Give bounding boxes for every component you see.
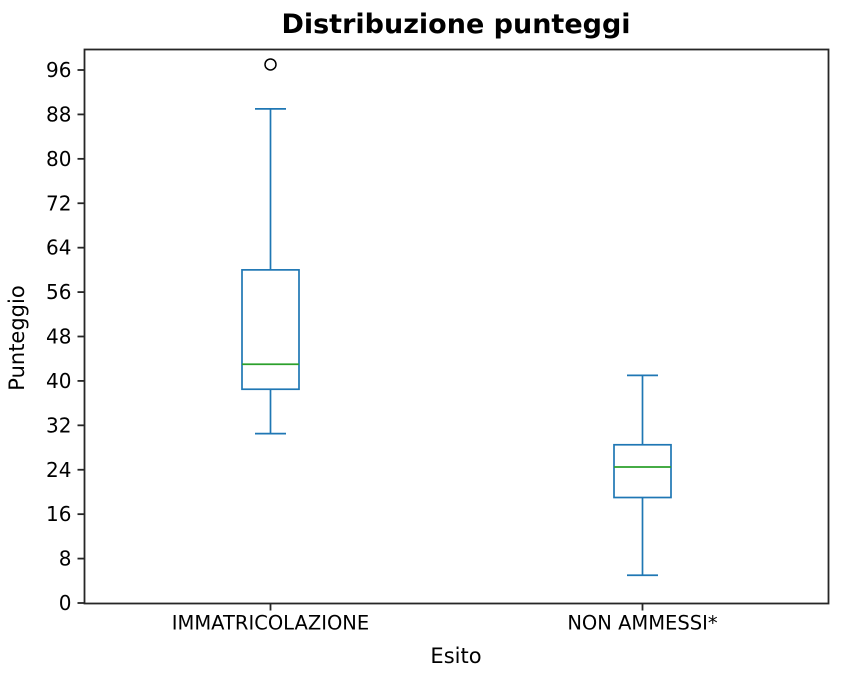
y-tick-label: 80 (46, 147, 71, 171)
iqr-box (613, 443, 672, 499)
y-tick-label: 24 (46, 458, 71, 482)
y-tick-label: 88 (46, 102, 71, 126)
x-tick-label: NON AMMESSI* (567, 612, 718, 635)
y-tick-label: 48 (46, 325, 71, 349)
y-axis-label: Punteggio (5, 285, 29, 391)
y-tick-label: 72 (46, 191, 71, 215)
y-tick-label: 64 (46, 236, 71, 260)
y-tick-label: 56 (46, 280, 71, 304)
outlier-marker (264, 58, 277, 71)
chart-title: Distribuzione punteggi (281, 9, 631, 40)
y-tick-label: 8 (59, 547, 72, 571)
plot-frame (83, 48, 830, 605)
x-tick-label: IMMATRICOLAZIONE (172, 612, 369, 635)
x-axis-label: Esito (430, 644, 482, 668)
y-tick-label: 32 (46, 413, 71, 437)
y-tick-label: 40 (46, 369, 71, 393)
iqr-box (241, 269, 300, 391)
y-tick-label: 0 (59, 591, 72, 615)
y-tick-label: 16 (46, 502, 71, 526)
y-tick-label: 96 (46, 58, 71, 82)
